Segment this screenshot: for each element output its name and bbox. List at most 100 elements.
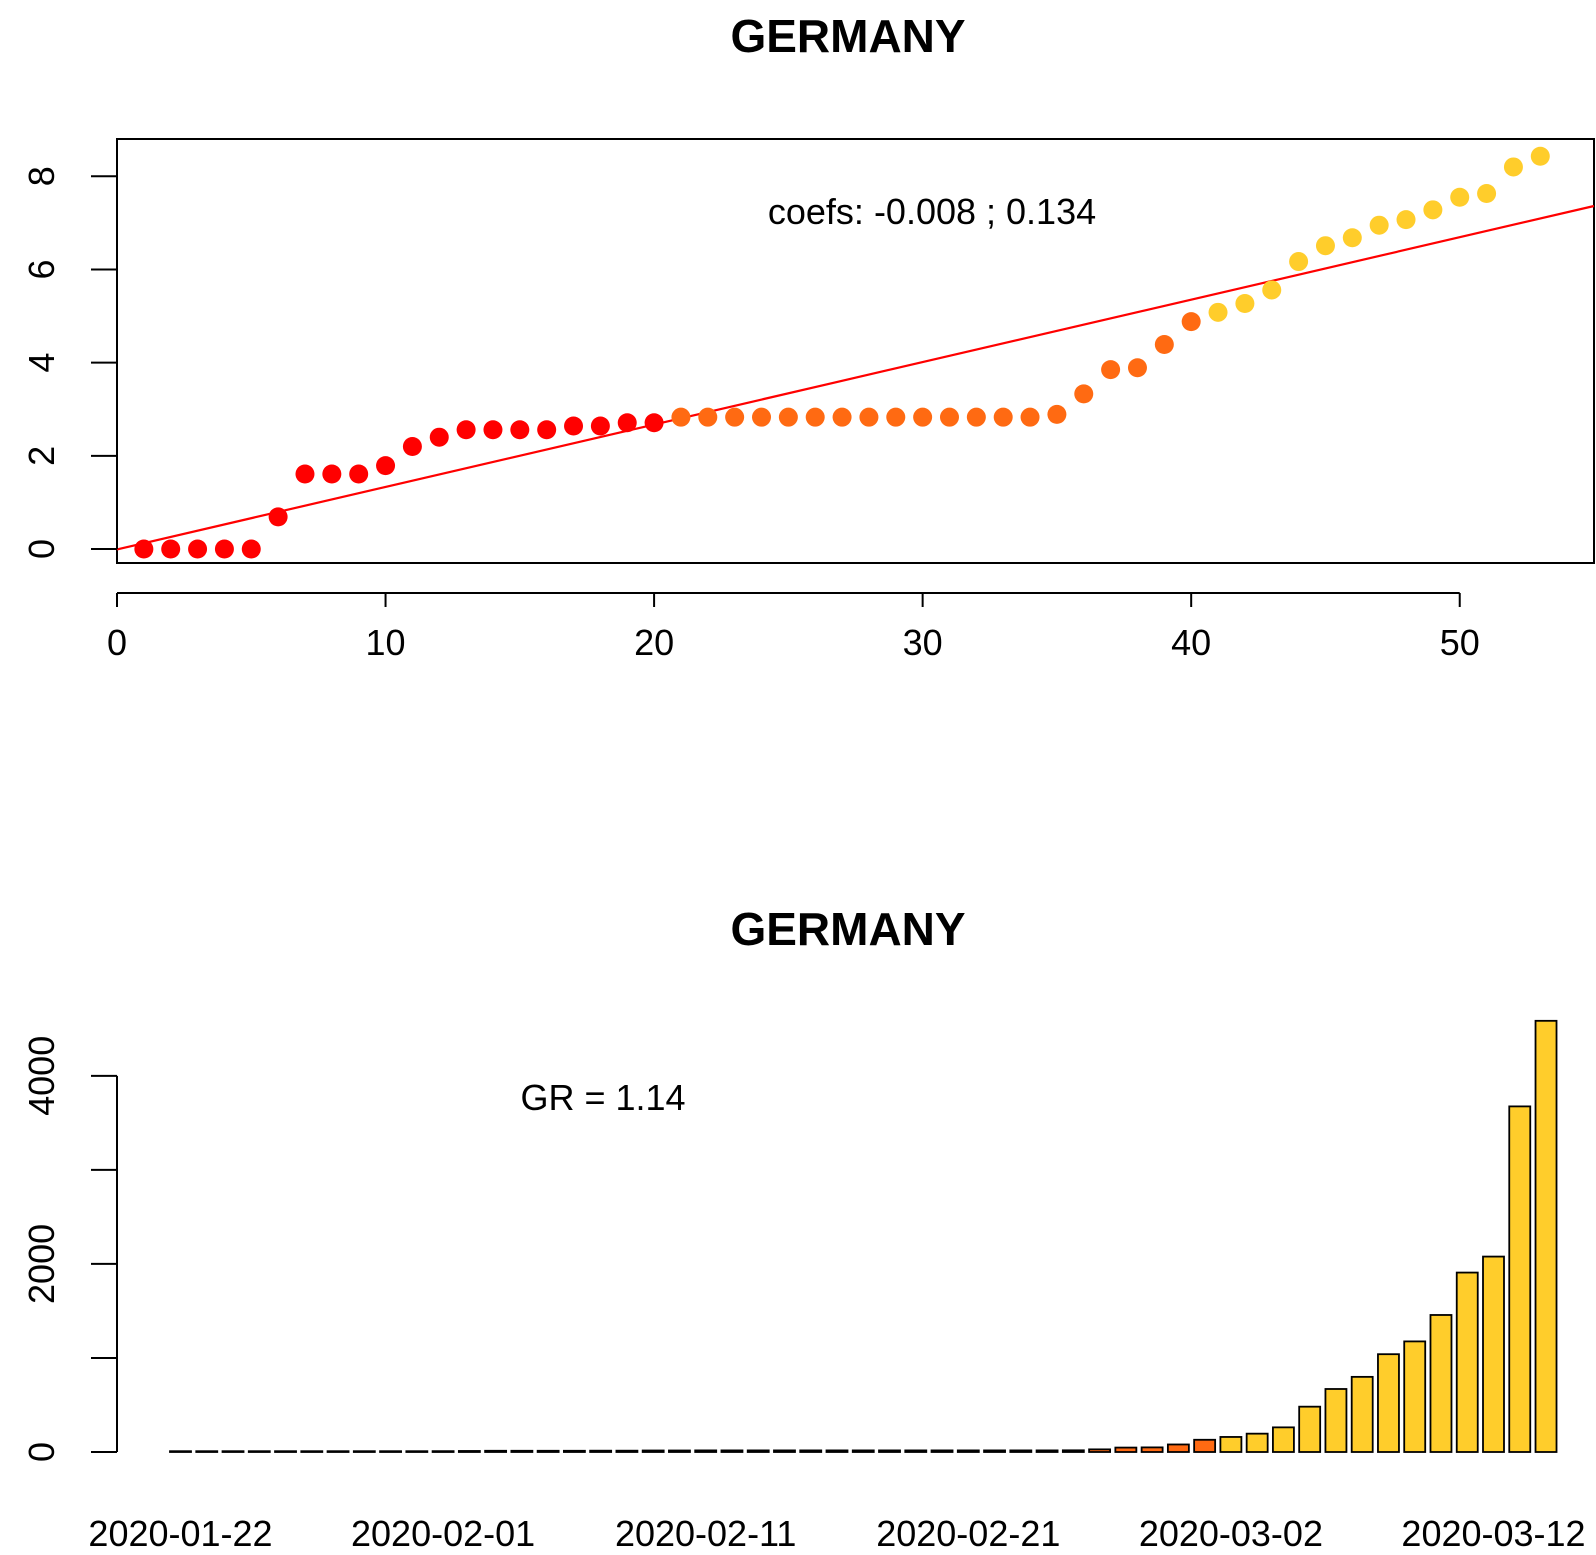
scatter-y-tick-label: 8 [21,166,62,186]
bar [1009,1449,1033,1453]
bar [878,1449,901,1453]
bar [405,1450,429,1453]
scatter-point [295,464,315,484]
scatter-point [1101,360,1121,380]
bar [1088,1448,1111,1453]
scatter-point [510,420,530,440]
scatter-point [913,407,933,427]
bar [431,1450,455,1453]
bar [1350,1375,1374,1453]
scatter-point [134,539,154,559]
scatter-point [429,427,449,447]
scatter-point [1315,236,1335,256]
bar [1377,1353,1400,1453]
scatter-point [1047,404,1067,424]
scatter-point [1262,280,1282,300]
scatter-point [376,456,396,476]
scatter-x-tick-label: 50 [1440,622,1480,663]
scatter-point [698,407,718,427]
scatter-point [644,413,664,433]
bar [169,1450,192,1453]
bar [274,1450,297,1453]
scatter-point [752,407,772,427]
bar [956,1449,980,1453]
bar [195,1450,219,1453]
bar [326,1450,350,1453]
scatter-point [859,407,879,427]
scatter-points [134,146,1550,559]
bar-chart-title: GERMANY [730,903,965,955]
scatter-y-axis: 0 2 4 6 8 [21,166,118,559]
bar [1508,1105,1532,1453]
bar [247,1450,271,1453]
bar-y-tick-label: 4000 [21,1036,62,1116]
scatter-point [483,420,503,440]
bar [1114,1446,1138,1453]
bar-x-tick-label: 2020-03-12 [1401,1513,1585,1550]
scatter-point [1477,184,1497,204]
scatter-point [939,407,959,427]
scatter-point [564,416,584,436]
scatter-point [993,407,1013,427]
bar-x-tick-label: 2020-02-11 [615,1513,796,1550]
bar-y-tick-label: 2000 [21,1224,62,1304]
bar [1035,1449,1059,1453]
scatter-point [590,416,610,436]
bar [983,1449,1006,1453]
scatter-point [886,407,906,427]
scatter-point [617,413,637,433]
bar [615,1449,639,1453]
scatter-point [1450,187,1470,207]
bar [1455,1271,1479,1453]
bar [1272,1426,1295,1453]
scatter-chart: GERMANY 0 10 20 30 40 50 0 2 4 6 8 coefs: -0.008 … [21,10,1595,663]
fit-line-group [116,204,1595,551]
bar [300,1450,324,1453]
scatter-x-tick-label: 10 [366,622,406,663]
bar [1219,1436,1243,1453]
scatter-point [1289,252,1309,272]
bar [457,1450,481,1453]
bar [720,1449,744,1453]
scatter-point [322,464,342,484]
scatter-point [778,407,798,427]
bar [1140,1446,1164,1453]
bars [169,1019,1558,1453]
bar [641,1449,665,1453]
bar [563,1449,586,1453]
bar [484,1449,508,1453]
bar [352,1450,376,1453]
scatter-point [268,507,288,527]
bar [1245,1432,1269,1453]
scatter-point [1342,228,1362,248]
bar [589,1449,613,1453]
scatter-point [1530,146,1550,166]
scatter-point [1235,293,1255,313]
bar-x-tick-label: 2020-02-01 [351,1513,535,1550]
scatter-point [1181,312,1201,332]
scatter-point [1020,407,1040,427]
scatter-point [671,407,691,427]
scatter-y-tick-label: 4 [21,353,62,373]
bar [1324,1388,1348,1453]
scatter-point [1074,384,1094,404]
bar [825,1449,849,1453]
bar [799,1449,823,1453]
bar [510,1449,534,1453]
scatter-point [1423,200,1443,220]
bar [536,1449,560,1453]
scatter-y-tick-label: 2 [21,446,62,466]
bar [379,1450,402,1453]
scatter-x-tick-label: 0 [107,622,127,663]
bar [1193,1438,1217,1453]
bar [1429,1314,1453,1453]
coefs-annotation: coefs: -0.008 ; 0.134 [768,191,1096,232]
scatter-point [1396,210,1416,230]
scatter-point [1154,334,1174,354]
bar [1298,1405,1322,1453]
bar [930,1449,954,1453]
scatter-y-tick-label: 0 [21,539,62,559]
scatter-point [1127,358,1147,378]
